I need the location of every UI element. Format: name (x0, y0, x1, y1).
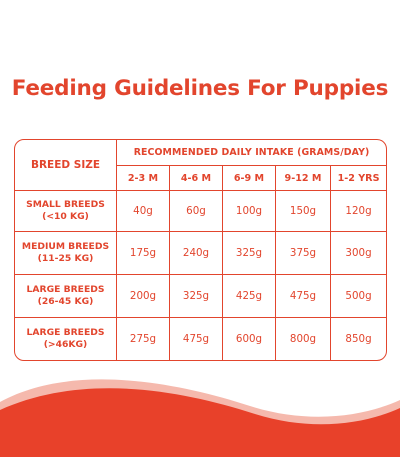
header-row-ages: 2-3 M 4-6 M 6-9 M 9-12 M 1-2 YRS (15, 166, 387, 191)
breed-size-cell: MEDIUM BREEDS (11-25 KG) (15, 232, 117, 275)
page-title: Feeding Guidelines For Puppies (11, 76, 389, 101)
breed-weight-range: (<10 KG) (42, 211, 89, 222)
table-row: MEDIUM BREEDS (11-25 KG) 175g 240g 325g 3… (15, 232, 387, 275)
age-column-header: 2-3 M (117, 166, 170, 191)
age-column-header: 1-2 YRS (331, 166, 387, 191)
decorative-wave (0, 379, 400, 457)
intake-value: 300g (331, 232, 387, 275)
wave-front (0, 388, 400, 457)
intake-value: 120g (331, 191, 387, 232)
intake-value: 200g (117, 275, 170, 318)
age-column-header: 4-6 M (170, 166, 223, 191)
intake-value: 60g (170, 191, 223, 232)
intake-value: 800g (276, 318, 331, 360)
header-row-intake: BREED SIZE RECOMMENDED DAILY INTAKE (GRA… (15, 140, 387, 191)
intake-value: 275g (117, 318, 170, 360)
intake-value: 375g (276, 232, 331, 275)
table-row: SMALL BREEDS (<10 KG) 40g 60g 100g 150g 1… (15, 191, 387, 232)
intake-value: 40g (117, 191, 170, 232)
intake-value: 150g (276, 191, 331, 232)
intake-value: 600g (223, 318, 276, 360)
breed-name: LARGE BREEDS (26, 327, 105, 338)
breed-size-header: BREED SIZE (15, 140, 117, 191)
intake-value: 475g (170, 318, 223, 360)
intake-value: 325g (170, 275, 223, 318)
breed-name: MEDIUM BREEDS (21, 241, 110, 252)
intake-value: 240g (170, 232, 223, 275)
age-column-header: 9-12 M (276, 166, 331, 191)
intake-value: 850g (345, 333, 372, 345)
breed-name: SMALL BREEDS (26, 199, 105, 210)
breed-name: LARGE BREEDS (26, 284, 105, 295)
breed-size-cell: SMALL BREEDS (<10 KG) (15, 191, 117, 232)
intake-value: 175g (117, 232, 170, 275)
intake-value: 100g (223, 191, 276, 232)
breed-weight-range: (26-45 KG) (37, 296, 94, 307)
age-column-header: 6-9 M (223, 166, 276, 191)
breed-size-cell: LARGE BREEDS (>46KG) (15, 318, 117, 360)
table-row: LARGE BREEDS (26-45 KG) 200g 325g 425g 47… (15, 275, 387, 318)
intake-value: 475g (276, 275, 331, 318)
recommended-intake-header: RECOMMENDED DAILY INTAKE (GRAMS/DAY) (117, 140, 387, 167)
feeding-guidelines-table: BREED SIZE RECOMMENDED DAILY INTAKE (GRA… (14, 139, 388, 361)
intake-value: 325g (223, 232, 276, 275)
breed-size-cell: LARGE BREEDS (26-45 KG) (15, 275, 117, 318)
breed-weight-range: (11-25 KG) (37, 253, 94, 264)
intake-value: 500g (331, 275, 387, 318)
intake-value: 425g (223, 275, 276, 318)
breed-weight-range: (>46KG) (43, 339, 88, 350)
table-row: LARGE BREEDS (>46KG) 275g 475g 600g 800g … (15, 318, 386, 360)
